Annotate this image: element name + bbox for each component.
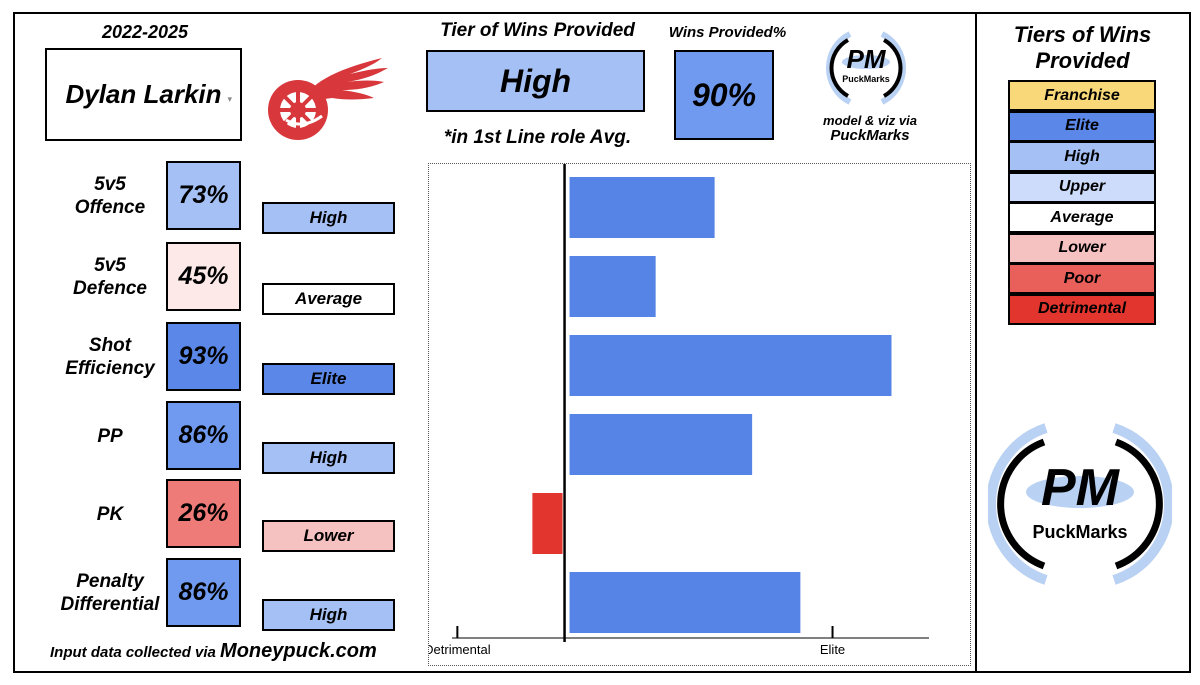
source-note: Input data collected via Moneypuck.com <box>50 640 410 663</box>
chart-bar <box>569 177 715 238</box>
chart-x-tick-label: Elite <box>820 642 845 657</box>
legend-item: Upper <box>1008 171 1156 203</box>
tier-header: Tier of Wins Provided <box>440 20 635 41</box>
chart-bar <box>569 572 801 633</box>
stat-label-line: Efficiency <box>65 358 155 379</box>
chevron-down-icon[interactable]: ▾ <box>227 94 232 104</box>
stat-tier: Lower <box>262 520 395 552</box>
legend-item: Lower <box>1008 232 1156 264</box>
stat-label-line: Penalty <box>76 571 144 592</box>
legend-divider <box>975 12 977 673</box>
stat-tier: High <box>262 442 395 474</box>
puckmarks-logo-small: PM PuckMarks <box>820 22 912 114</box>
stat-label: 5v5 Defence <box>30 254 190 300</box>
stat-label-line: Differential <box>60 594 160 615</box>
credit-line2: PuckMarks <box>830 127 910 144</box>
stat-label-line: PK <box>96 503 124 525</box>
pm-name-large: PuckMarks <box>1032 522 1128 542</box>
legend-title: Tiers of Wins Provided <box>990 22 1175 74</box>
stat-label: Penalty Differential <box>30 570 190 616</box>
source-site: Moneypuck.com <box>220 640 377 662</box>
stat-tier: High <box>262 202 395 234</box>
legend-item: Franchise <box>1008 80 1156 111</box>
chart-bar <box>569 256 656 317</box>
stat-label-line: 5v5 <box>94 255 126 276</box>
stat-percent: 26% <box>166 479 241 548</box>
season-label: 2022-2025 <box>101 22 189 42</box>
source-prefix: Input data collected via <box>50 644 221 661</box>
chart-svg: Detrimental Elite <box>424 164 929 657</box>
legend-item: Average <box>1008 202 1156 233</box>
wins-header: Wins Provided% <box>668 24 787 41</box>
stat-percent: 93% <box>166 322 241 391</box>
credit-line1: model & viz via <box>823 113 917 128</box>
stat-label: 5v5 Offence <box>30 173 190 219</box>
main-frame <box>13 12 1191 673</box>
stat-label-line: Shot <box>88 335 132 356</box>
stat-label: Shot Efficiency <box>30 334 190 380</box>
chart-x-tick-label: Detrimental <box>429 642 491 657</box>
wins-chart: Detrimental Elite <box>424 163 971 666</box>
pm-name-small: PuckMarks <box>842 74 890 84</box>
legend-item: High <box>1008 141 1156 172</box>
chart-bar <box>569 414 753 475</box>
chart-bar <box>532 493 563 554</box>
stat-percent: 86% <box>166 401 241 470</box>
stat-label: PP <box>30 425 190 448</box>
stat-label: PK <box>30 503 190 526</box>
puckmarks-logo-large: PM PuckMarks <box>986 418 1174 590</box>
tier-value: High <box>426 50 645 112</box>
stat-tier: Elite <box>262 363 395 395</box>
stat-percent: 86% <box>166 558 241 627</box>
legend-item: Detrimental <box>1008 293 1156 325</box>
legend-title-line1: Tiers of Wins <box>1013 22 1152 47</box>
stat-percent: 73% <box>166 161 241 230</box>
stat-percent: 45% <box>166 242 241 311</box>
stat-label-line: 5v5 <box>94 174 126 195</box>
wins-value: 90% <box>674 50 774 140</box>
stat-label-line: Offence <box>74 197 146 218</box>
stat-label-line: Defence <box>73 278 147 299</box>
pm-mark-small: PM <box>846 44 886 74</box>
credit: model & viz via PuckMarks <box>800 113 940 143</box>
stat-tier: High <box>262 599 395 631</box>
team-logo <box>262 50 392 142</box>
legend-item: Poor <box>1008 263 1156 294</box>
player-select[interactable]: Dylan Larkin ▾ <box>45 48 242 141</box>
role-note: *in 1st Line role Avg. <box>443 127 632 148</box>
legend-item: Elite <box>1008 110 1156 142</box>
legend-title-line2: Provided <box>1035 48 1130 73</box>
pm-mark-large: PM <box>1041 459 1119 517</box>
player-name: Dylan Larkin <box>65 79 222 109</box>
stat-label-line: PP <box>97 425 123 447</box>
chart-bar <box>569 335 892 396</box>
stat-tier: Average <box>262 283 395 315</box>
